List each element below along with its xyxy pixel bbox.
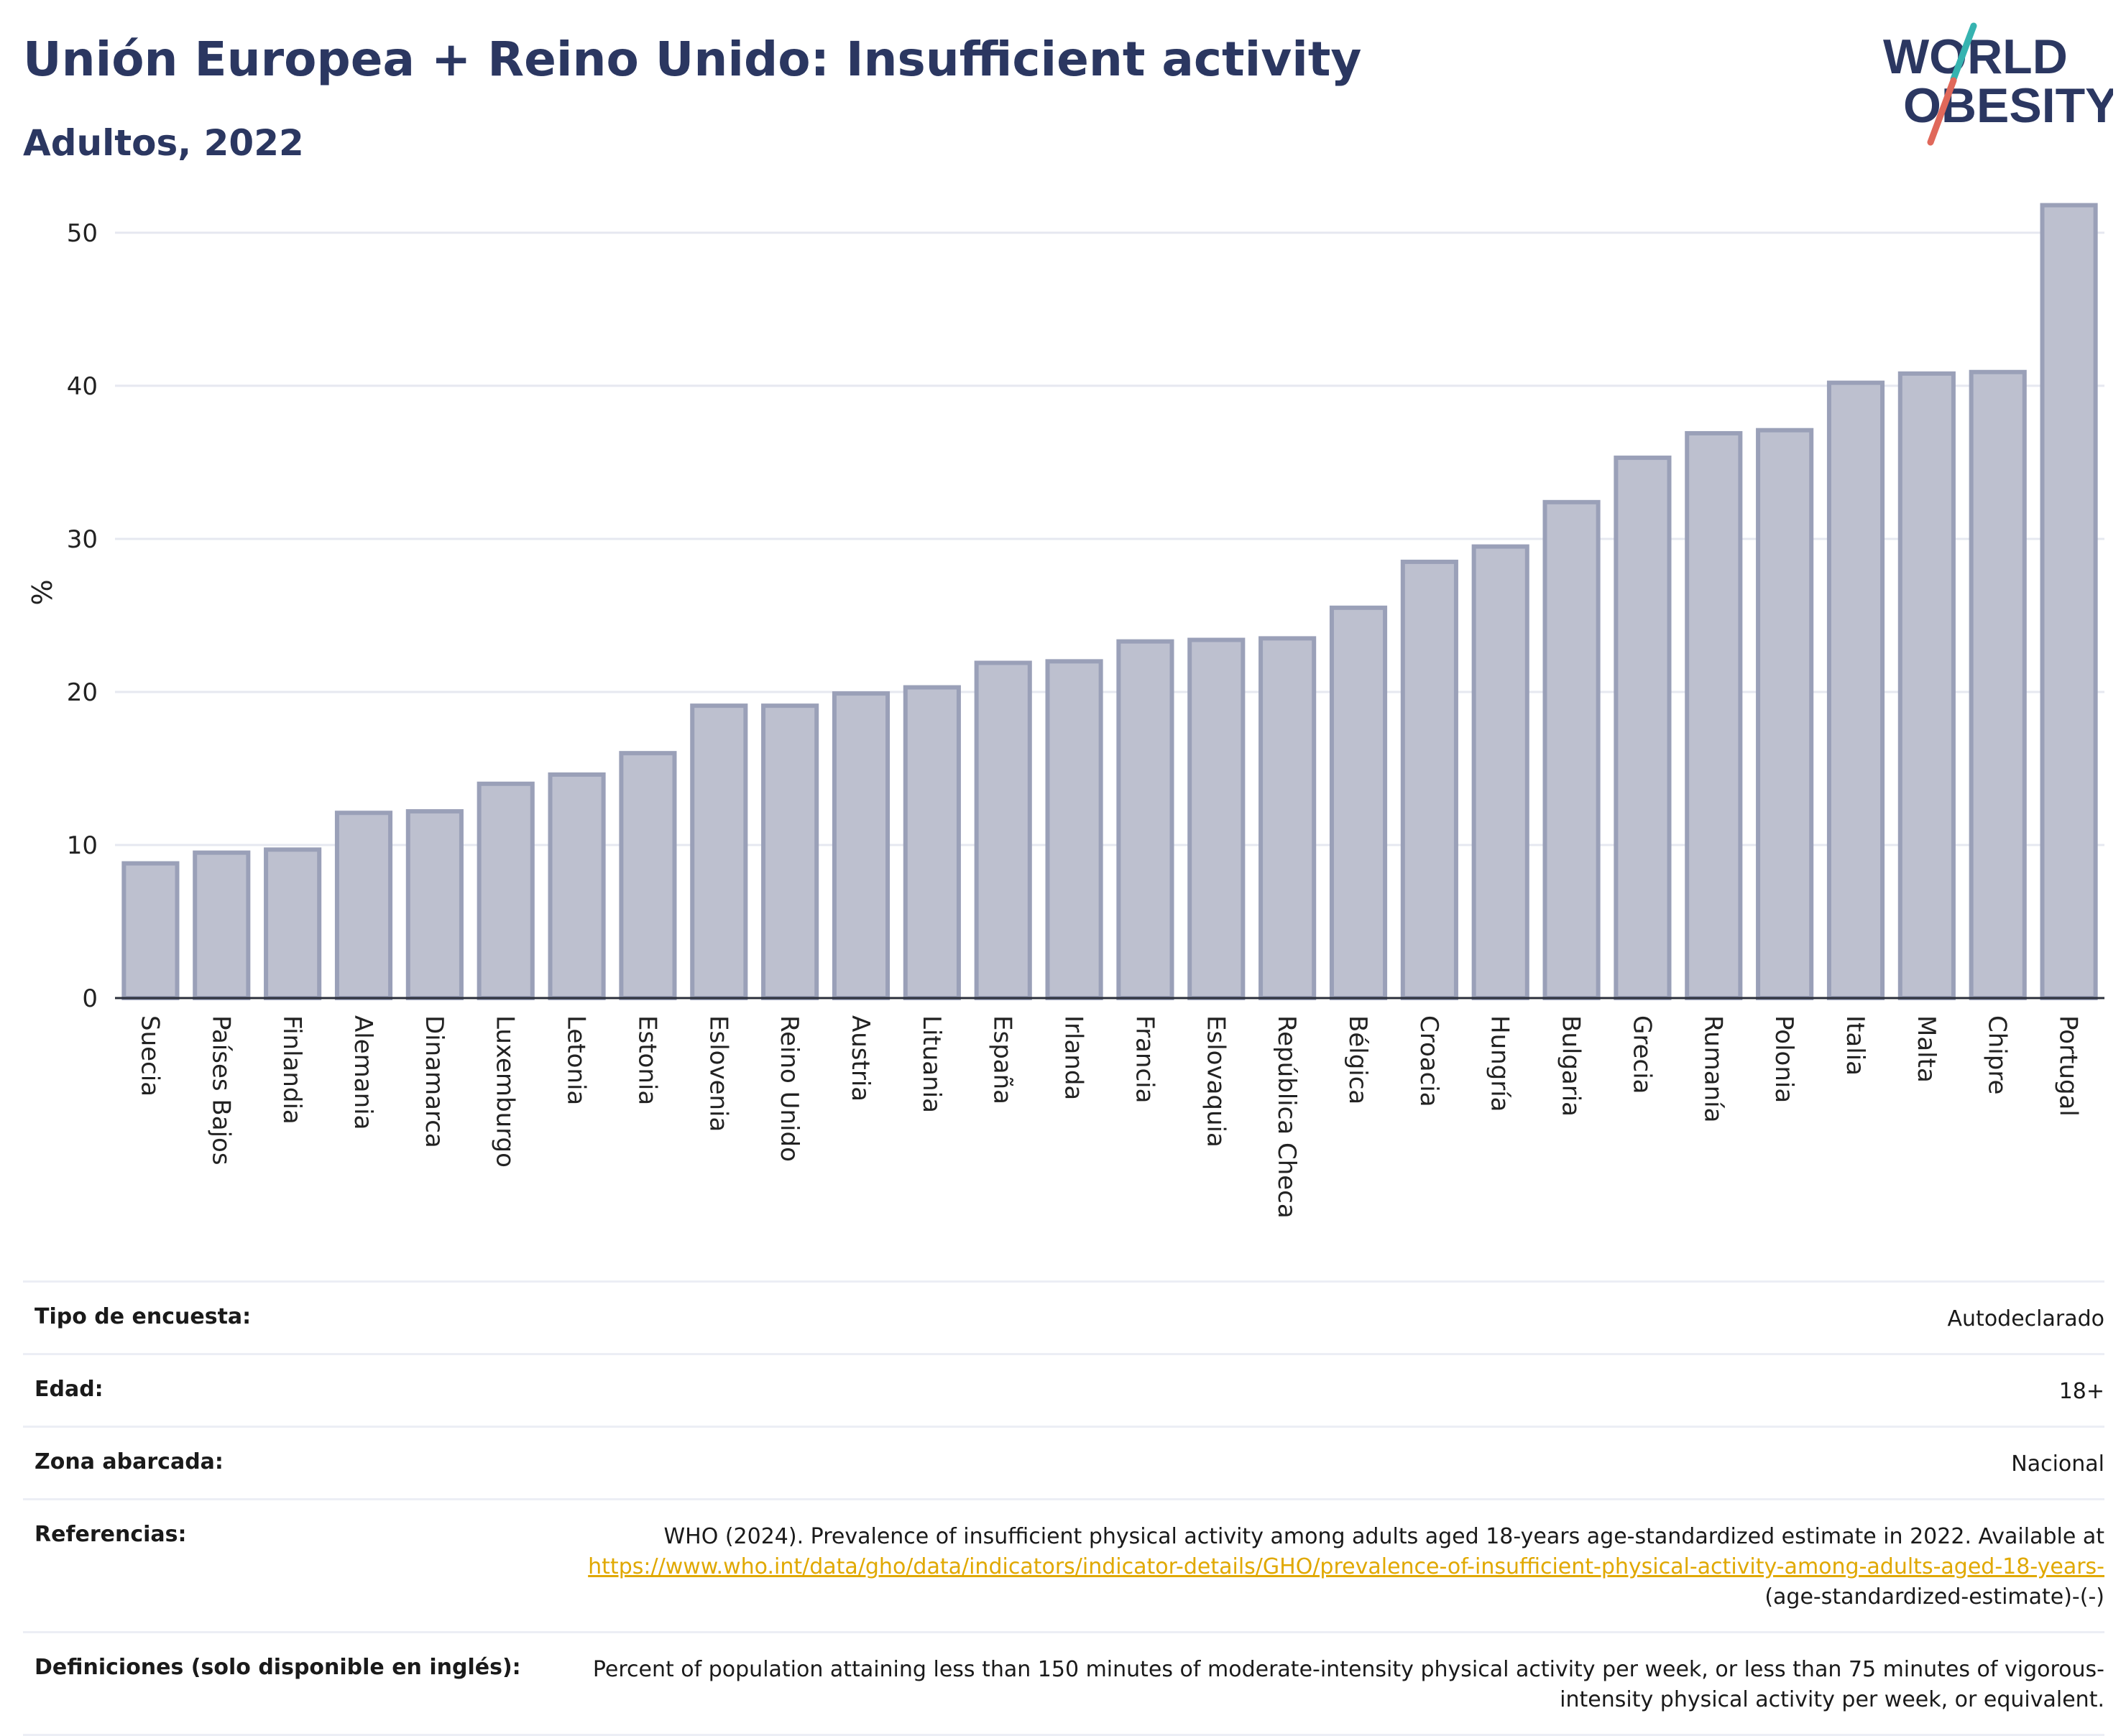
bar xyxy=(761,703,819,1000)
y-tick-label: 10 xyxy=(67,831,98,860)
x-tick-label: Bulgaria xyxy=(1557,1015,1586,1117)
age-label: Edad: xyxy=(34,1377,103,1402)
bar xyxy=(1897,371,1956,1001)
bar-chart: 0 10 20 30 40 50% Suecia Países Bajos Finlandia A… xyxy=(27,203,2104,1219)
chart-title: Unión Europea + Reino Unido: Insufficien… xyxy=(23,32,1362,87)
y-tick-label: 20 xyxy=(67,678,98,707)
references-suffix: (age-standardized-estimate)-(-) xyxy=(1764,1584,2104,1610)
x-tick-label: Eslovaquia xyxy=(1201,1015,1230,1148)
x-tick-label: Suecia xyxy=(135,1015,164,1096)
bar xyxy=(477,781,535,1000)
bar xyxy=(1685,430,1743,1000)
bar xyxy=(832,691,891,1001)
bar xyxy=(2040,203,2098,1001)
bar xyxy=(974,660,1032,1001)
x-tick-label: Dinamarca xyxy=(420,1015,448,1148)
x-tick-label: Hungría xyxy=(1486,1015,1514,1112)
row-age: Edad: 18+ xyxy=(23,1353,2104,1426)
y-tick-label: 0 xyxy=(82,984,98,1013)
x-tick-label: Estonia xyxy=(632,1015,661,1105)
x-tick-label: Austria xyxy=(846,1015,875,1102)
x-tick-label: Luxemburgo xyxy=(491,1015,520,1168)
bar xyxy=(1756,428,1814,1000)
survey-type-value: Autodeclarado xyxy=(1947,1306,2104,1331)
row-references: Referencias: WHO (2024). Prevalence of i… xyxy=(23,1498,2104,1631)
bar xyxy=(1329,605,1388,1000)
x-tick-label: Croacia xyxy=(1414,1015,1443,1107)
bar xyxy=(548,772,606,1000)
logo-line1: WORLD xyxy=(1883,29,2068,84)
x-tick-label: Irlanda xyxy=(1059,1015,1088,1100)
age-value: 18+ xyxy=(2058,1379,2104,1404)
details-table: Tipo de encuesta: Autodeclarado Edad: 18… xyxy=(23,1280,2104,1736)
references-text: WHO (2024). Prevalence of insufficient p… xyxy=(663,1524,2104,1549)
bar xyxy=(1045,659,1103,1001)
logo-slash-coral xyxy=(1927,77,1957,146)
world-obesity-logo: WORLD OBESITY xyxy=(1883,22,2113,146)
y-tick-label: 40 xyxy=(67,372,98,401)
y-tick-label: 30 xyxy=(67,525,98,554)
y-tick-label: 50 xyxy=(67,219,98,248)
x-tick-label: Reino Unido xyxy=(775,1015,804,1162)
x-tick-label: Países Bajos xyxy=(206,1015,235,1165)
x-tick-label: Malta xyxy=(1912,1015,1941,1083)
references-value: WHO (2024). Prevalence of insufficient p… xyxy=(581,1522,2104,1612)
bar xyxy=(334,811,393,1001)
x-tick-label: Lituania xyxy=(917,1015,946,1113)
area-label: Zona abarcada: xyxy=(34,1449,224,1474)
bar xyxy=(1614,456,1672,1000)
survey-type-label: Tipo de encuesta: xyxy=(34,1304,252,1329)
x-tick-label: Letonia xyxy=(562,1015,591,1105)
bar xyxy=(121,861,180,1000)
chart-subtitle: Adultos, 2022 xyxy=(23,122,304,164)
x-tick-label: Rumanía xyxy=(1698,1015,1727,1122)
x-tick-label: Italia xyxy=(1841,1015,1869,1076)
x-tick-label: España xyxy=(988,1015,1017,1104)
x-tick-label: Bélgica xyxy=(1343,1015,1372,1104)
x-tick-label: Eslovenia xyxy=(704,1015,732,1132)
definitions-label: Definiciones (solo disponible en inglés)… xyxy=(34,1655,521,1680)
bar xyxy=(1258,636,1317,1000)
x-tick-label: Chipre xyxy=(1983,1015,2012,1094)
references-link[interactable]: https://www.who.int/data/gho/data/indica… xyxy=(588,1554,2104,1579)
x-tick-label: República Checa xyxy=(1272,1015,1301,1219)
x-tick-label: Portugal xyxy=(2054,1015,2083,1117)
bar xyxy=(1542,499,1601,1001)
bar xyxy=(264,847,322,1000)
bar xyxy=(405,809,464,1001)
bar xyxy=(1826,380,1885,1001)
bar xyxy=(1187,637,1246,1000)
bar xyxy=(1969,369,2027,1001)
row-definitions: Definiciones (solo disponible en inglés)… xyxy=(23,1631,2104,1736)
references-label: Referencias: xyxy=(34,1522,187,1547)
x-tick-label: Grecia xyxy=(1627,1015,1656,1094)
bar xyxy=(619,751,677,1000)
logo-slash-teal xyxy=(1950,22,1977,83)
row-survey-type: Tipo de encuesta: Autodeclarado xyxy=(23,1280,2104,1353)
x-tick-label: Francia xyxy=(1130,1015,1159,1103)
x-tick-label: Alemania xyxy=(349,1015,377,1130)
y-axis-label: % xyxy=(27,579,58,605)
bar xyxy=(1471,544,1529,1000)
bar xyxy=(193,850,251,1000)
area-value: Nacional xyxy=(2011,1451,2104,1477)
x-tick-label: Polonia xyxy=(1770,1015,1798,1103)
bar xyxy=(903,685,961,1001)
row-area: Zona abarcada: Nacional xyxy=(23,1426,2104,1498)
definitions-value: Percent of population attaining less tha… xyxy=(592,1657,2104,1712)
bar xyxy=(1400,559,1458,1000)
bar xyxy=(1116,639,1174,1000)
x-tick-label: Finlandia xyxy=(277,1015,306,1125)
bar xyxy=(690,703,748,1000)
